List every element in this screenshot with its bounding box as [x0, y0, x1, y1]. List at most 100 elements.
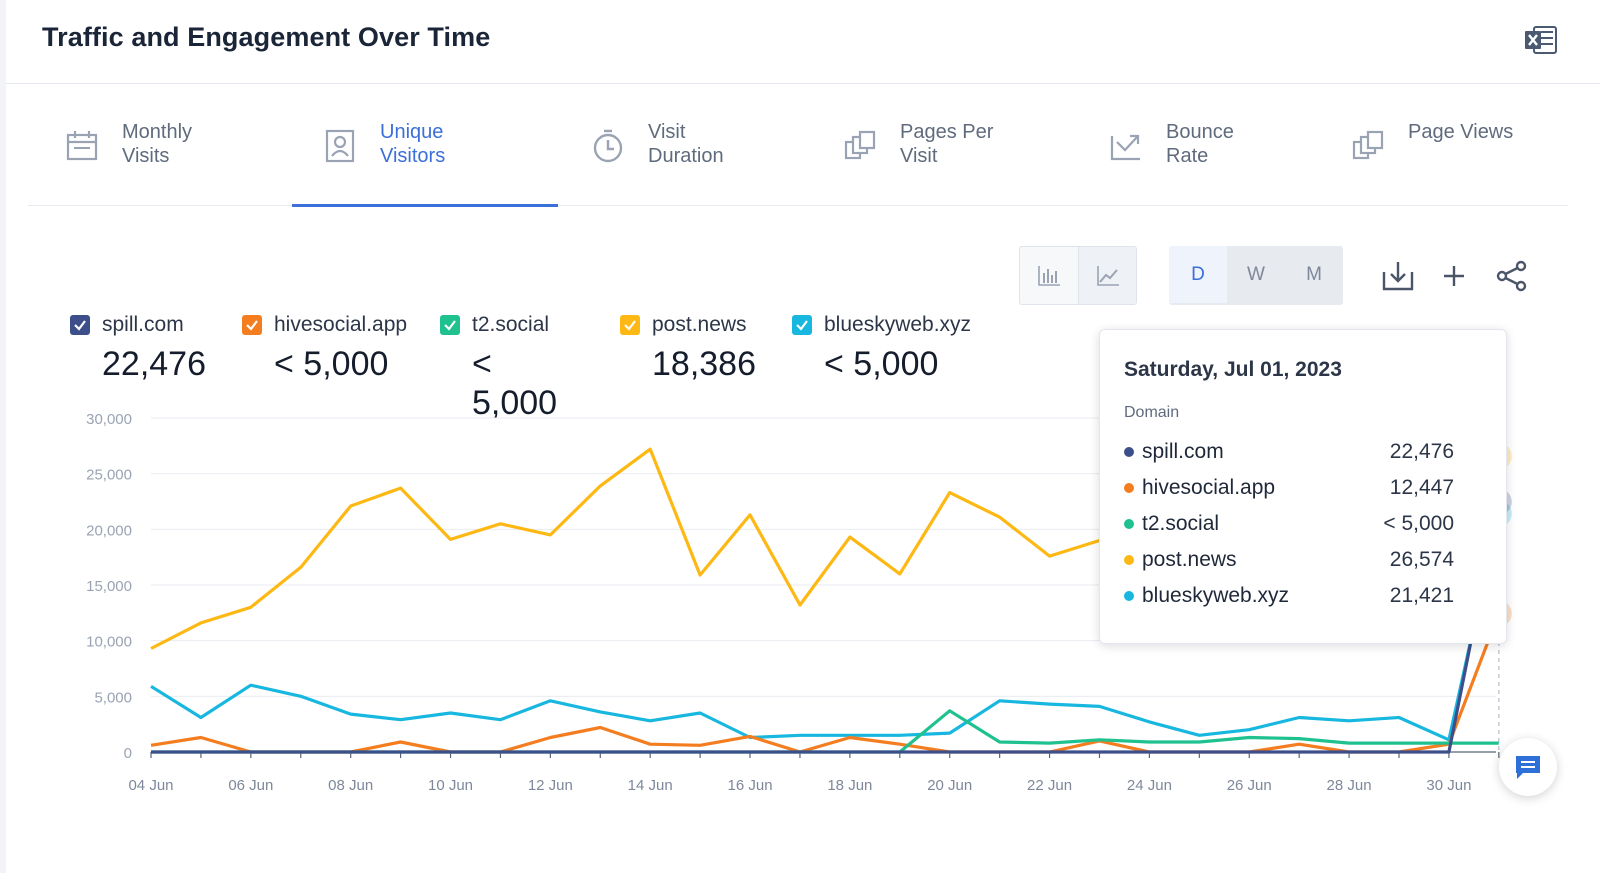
granularity-day-button[interactable]: D [1169, 246, 1227, 303]
tooltip-row: hivesocial.app 12,447 [1124, 476, 1454, 500]
chart-tooltip: Saturday, Jul 01, 2023 Domain spill.com … [1099, 329, 1507, 644]
x-tick-label: 26 Jun [1227, 777, 1272, 794]
add-icon[interactable] [1436, 258, 1472, 294]
granularity-month-button[interactable]: M [1306, 263, 1322, 285]
legend-name: blueskyweb.xyz [824, 313, 972, 336]
metric-tabs: Monthly Visits Unique Visitors Visit Dur… [28, 100, 1568, 207]
pages-icon [844, 130, 876, 160]
legend-value: 22,476 [102, 345, 206, 383]
tab-label: Pages Per Visit [900, 121, 994, 167]
tooltip-date: Saturday, Jul 01, 2023 [1124, 358, 1342, 381]
y-tick-label: 25,000 [86, 467, 132, 484]
granularity-toggle: D W M [1169, 246, 1343, 305]
tooltip-row-value: 22,476 [1389, 440, 1454, 463]
tab-label: Unique Visitors [380, 121, 446, 167]
legend-item-post-news[interactable]: post.news 18,386 [620, 313, 756, 384]
x-tick-label: 04 Jun [128, 777, 173, 794]
tab-monthly-visits[interactable]: Monthly Visits [64, 100, 232, 206]
chat-icon [1516, 756, 1540, 779]
stopwatch-icon [593, 129, 623, 163]
bar-chart-button[interactable] [1020, 247, 1078, 304]
x-tick-label: 14 Jun [628, 777, 673, 794]
x-tick-label: 28 Jun [1327, 777, 1372, 794]
y-tick-label: 30,000 [86, 411, 132, 428]
legend-value: < 5,000 [824, 345, 939, 383]
tab-bounce-rate[interactable]: Bounce Rate [1108, 100, 1276, 206]
tooltip-row: t2.social < 5,000 [1124, 512, 1454, 536]
x-tick-label: 16 Jun [728, 777, 773, 794]
series-line-blueskyweb-xyz [150, 513, 1501, 742]
checkbox-icon[interactable] [242, 315, 262, 335]
y-tick-label: 0 [124, 745, 132, 762]
x-tick-label: 18 Jun [827, 777, 872, 794]
tooltip-row-value: < 5,000 [1383, 512, 1454, 535]
tab-label: Bounce Rate [1166, 121, 1234, 167]
x-tick-label: 24 Jun [1127, 777, 1172, 794]
legend-item-hivesocial[interactable]: hivesocial.app < 5,000 [242, 313, 407, 384]
pages-icon [1352, 130, 1384, 160]
series-dot-icon [1124, 483, 1134, 493]
bar-chart-icon [1038, 265, 1060, 286]
legend-item-spill[interactable]: spill.com 22,476 [70, 313, 206, 384]
y-tick-label: 5,000 [94, 689, 132, 706]
tooltip-row: post.news 26,574 [1124, 548, 1454, 572]
chart-type-toggle [1019, 246, 1137, 305]
tab-visit-duration[interactable]: Visit Duration [590, 100, 758, 206]
y-tick-label: 20,000 [86, 522, 132, 539]
legend-value: < 5,000 [274, 345, 389, 383]
tooltip-row-name: post.news [1142, 548, 1237, 571]
x-tick-label: 08 Jun [328, 777, 373, 794]
checkbox-icon[interactable] [440, 315, 460, 335]
active-tab-indicator [292, 204, 558, 207]
tab-label: Page Views [1408, 121, 1514, 143]
checkbox-icon[interactable] [620, 315, 640, 335]
tab-page-views[interactable]: Page Views [1350, 100, 1518, 206]
legend-name: t2.social [472, 313, 550, 336]
granularity-week-button[interactable]: W [1247, 263, 1265, 285]
tooltip-row: blueskyweb.xyz 21,421 [1124, 584, 1454, 608]
series-line-hivesocial-app [150, 612, 1501, 754]
tooltip-row-name: hivesocial.app [1142, 476, 1276, 499]
legend-value: 18,386 [652, 345, 756, 383]
x-tick-label: 12 Jun [528, 777, 573, 794]
legend-value: < 5,000 [472, 345, 558, 422]
card-title: Traffic and Engagement Over Time [42, 22, 491, 52]
checkbox-icon[interactable] [70, 315, 90, 335]
tab-label: Visit Duration [648, 121, 724, 167]
x-tick-label: 22 Jun [1027, 777, 1072, 794]
x-tick-label: 06 Jun [228, 777, 273, 794]
legend-item-t2-social[interactable]: t2.social < 5,000 [440, 313, 557, 423]
excel-export-icon[interactable] [1524, 24, 1558, 56]
tab-label: Monthly Visits [122, 121, 193, 167]
y-tick-label: 15,000 [86, 578, 132, 595]
legend-name: spill.com [102, 313, 184, 336]
series-line-spill-com [151, 501, 1501, 754]
x-tick-label: 10 Jun [428, 777, 473, 794]
line-chart-icon [1096, 265, 1119, 286]
share-icon[interactable] [1494, 258, 1530, 294]
tab-pages-per-visit[interactable]: Pages Per Visit [842, 100, 1010, 206]
legend-item-blueskyweb[interactable]: blueskyweb.xyz < 5,000 [792, 313, 971, 384]
download-icon[interactable] [1380, 258, 1416, 294]
y-tick-label: 10,000 [86, 634, 132, 651]
tooltip-row-name: spill.com [1142, 440, 1224, 463]
legend-name: hivesocial.app [274, 313, 408, 336]
series-dot-icon [1124, 519, 1134, 529]
series-dot-icon [1124, 591, 1134, 601]
tab-unique-visitors[interactable]: Unique Visitors [322, 100, 490, 206]
x-tick-label: 20 Jun [927, 777, 972, 794]
series-dot-icon [1124, 447, 1134, 457]
tooltip-row-name: t2.social [1142, 512, 1220, 535]
series-dot-icon [1124, 555, 1134, 565]
traffic-engagement-card: Traffic and Engagement Over Time Monthly… [6, 0, 1600, 873]
card-header: Traffic and Engagement Over Time [6, 0, 1600, 84]
tooltip-row-value: 21,421 [1389, 584, 1454, 607]
tooltip-row-value: 26,574 [1389, 548, 1454, 571]
line-chart-button[interactable] [1078, 247, 1136, 304]
calendar-icon [66, 131, 98, 161]
chat-button[interactable] [1499, 738, 1557, 796]
checkbox-icon[interactable] [792, 315, 812, 335]
tooltip-row-name: blueskyweb.xyz [1142, 584, 1290, 607]
x-tick-label: 30 Jun [1426, 777, 1471, 794]
tooltip-subtitle: Domain [1124, 404, 1180, 421]
